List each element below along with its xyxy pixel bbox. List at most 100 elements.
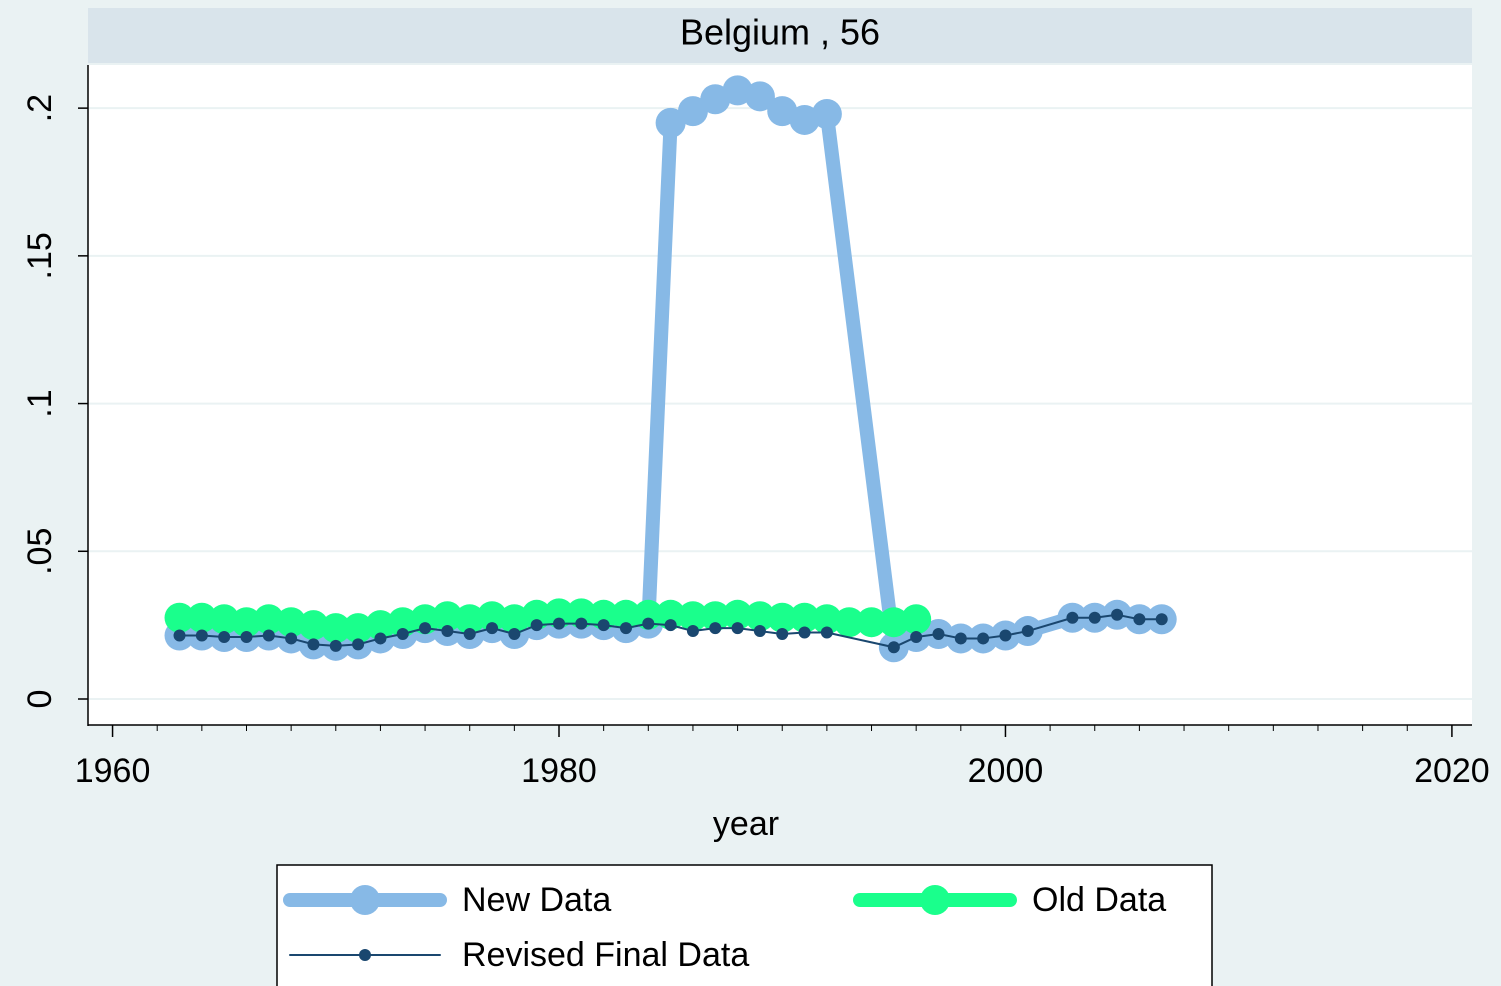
data-point: [677, 601, 708, 632]
data-point: [856, 607, 887, 638]
data-point: [553, 617, 566, 630]
data-point: [722, 599, 753, 630]
data-point: [677, 96, 708, 127]
data-point: [954, 632, 967, 645]
data-point: [276, 607, 307, 638]
x-tick-label: 1980: [521, 752, 597, 790]
data-point: [820, 626, 833, 639]
data-point: [486, 622, 499, 635]
data-point: [352, 638, 365, 651]
x-tick-label: 2000: [968, 752, 1044, 790]
y-tick-label: 0: [21, 690, 59, 709]
data-point: [419, 622, 432, 635]
legend-marker: [359, 949, 371, 961]
data-point: [686, 625, 699, 638]
title-band: [88, 8, 1472, 63]
data-point: [575, 617, 588, 630]
data-point: [664, 619, 677, 632]
data-point: [610, 599, 641, 630]
y-tick-label: .1: [21, 389, 59, 417]
data-point: [700, 601, 731, 632]
data-point: [298, 610, 329, 641]
data-point: [195, 629, 208, 642]
y-tick-label: .2: [21, 94, 59, 122]
x-tick-label: 2020: [1414, 752, 1490, 790]
data-point: [878, 607, 909, 638]
data-point: [307, 638, 320, 651]
data-point: [767, 602, 798, 633]
y-tick-label: .15: [21, 232, 59, 279]
data-point: [1088, 611, 1101, 624]
data-point: [642, 617, 655, 630]
data-point: [655, 107, 686, 138]
data-point: [999, 629, 1012, 642]
data-point: [410, 604, 441, 635]
data-point: [320, 613, 351, 644]
data-point: [164, 602, 195, 633]
data-point: [619, 622, 632, 635]
data-point: [566, 598, 597, 629]
data-point: [343, 613, 374, 644]
data-point: [173, 629, 186, 642]
data-point: [709, 622, 722, 635]
data-point: [253, 604, 284, 635]
data-point: [901, 604, 932, 635]
data-point: [262, 629, 275, 642]
x-tick-label: 1960: [75, 752, 151, 790]
data-point: [597, 619, 610, 632]
data-point: [432, 601, 463, 632]
data-point: [499, 604, 530, 635]
data-point: [396, 628, 409, 641]
data-point: [1111, 608, 1124, 621]
data-point: [753, 625, 766, 638]
x-axis-title: year: [713, 805, 779, 843]
data-point: [1155, 613, 1168, 626]
data-point: [776, 628, 789, 641]
data-point: [977, 632, 990, 645]
data-point: [209, 604, 240, 635]
data-point: [521, 599, 552, 630]
data-point: [887, 641, 900, 654]
data-point: [374, 632, 387, 645]
data-point: [454, 604, 485, 635]
data-point: [1021, 625, 1034, 638]
y-tick-label: .05: [21, 528, 59, 575]
data-point: [744, 81, 775, 112]
legend: [276, 864, 1213, 986]
data-point: [655, 599, 686, 630]
legend-label: Revised Final Data: [462, 936, 749, 974]
data-point: [1133, 613, 1146, 626]
data-point: [285, 632, 298, 645]
data-point: [811, 604, 842, 635]
legend-marker: [920, 885, 950, 915]
data-point: [834, 607, 865, 638]
data-point: [365, 610, 396, 641]
data-point: [508, 628, 521, 641]
data-point: [588, 599, 619, 630]
data-point: [477, 601, 508, 632]
data-point: [240, 630, 253, 643]
data-point: [387, 607, 418, 638]
data-point: [744, 601, 775, 632]
data-point: [932, 628, 945, 641]
data-point: [544, 598, 575, 629]
data-point: [231, 607, 262, 638]
legend-label: New Data: [462, 881, 611, 919]
data-point: [798, 626, 811, 639]
data-point: [463, 628, 476, 641]
legend-marker: [350, 885, 380, 915]
data-point: [441, 625, 454, 638]
data-point: [811, 99, 842, 130]
data-point: [186, 602, 217, 633]
data-point: [329, 639, 342, 652]
data-point: [910, 630, 923, 643]
data-point: [530, 619, 543, 632]
data-point: [218, 630, 231, 643]
data-point: [789, 602, 820, 633]
legend-label: Old Data: [1032, 881, 1166, 919]
data-point: [633, 599, 664, 630]
data-point: [731, 622, 744, 635]
chart-title: Belgium , 56: [680, 12, 880, 53]
data-point: [1066, 611, 1079, 624]
